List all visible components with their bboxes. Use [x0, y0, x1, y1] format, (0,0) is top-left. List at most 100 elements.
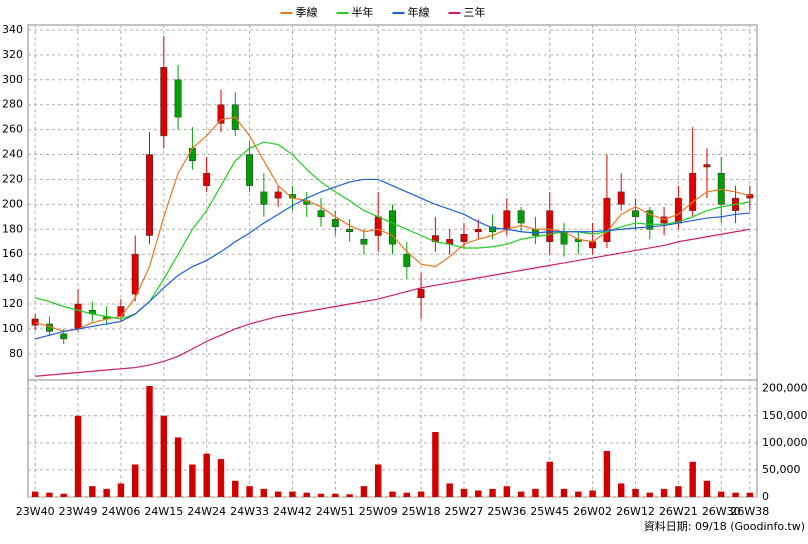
candle-body: [260, 191, 268, 205]
legend: 季線 半年 年線 三年: [280, 5, 486, 19]
y-tick-label: 100: [2, 322, 23, 335]
volume-bar: [475, 490, 482, 497]
volume-bar: [432, 432, 439, 497]
candle-body: [174, 79, 182, 118]
legend-label: 年線: [408, 5, 430, 19]
ma-line: [34, 178, 750, 340]
candle-body: [546, 210, 554, 242]
candle-body: [603, 197, 611, 242]
volume-bar: [74, 415, 82, 497]
x-tick-label: 23W40: [16, 505, 55, 518]
candle-body: [360, 238, 368, 245]
x-tick-label: 24W33: [230, 505, 269, 518]
candle-body: [646, 210, 654, 230]
y-tick-label: 240: [2, 148, 23, 161]
candle-body: [146, 154, 153, 236]
volume-bar: [174, 437, 182, 497]
volume-bar: [689, 461, 696, 497]
x-tick-label: 25W36: [487, 505, 526, 518]
footnote: 資料日期: 09/18 (Goodinfo.tw): [644, 519, 805, 533]
y2-tick-label: 200,000: [762, 382, 808, 395]
legend-label: 季線: [296, 5, 318, 19]
candle-body: [117, 306, 125, 317]
candle-body: [60, 333, 68, 340]
volume-bar: [274, 491, 282, 497]
y-tick-label: 300: [2, 73, 23, 86]
volume-bar: [332, 493, 339, 497]
volume-bar: [217, 459, 225, 497]
volume-bar: [546, 461, 553, 497]
candle-body: [374, 216, 382, 236]
volume-bar: [46, 492, 53, 497]
ma-line: [35, 228, 750, 377]
candle-body: [331, 219, 339, 228]
x-tick-label: 24W06: [101, 505, 140, 518]
candle-body: [188, 148, 196, 162]
candle-body: [74, 303, 82, 330]
ma-line: [34, 116, 751, 333]
y2-tick-label: 50,000: [762, 463, 801, 476]
y2-tick-label: 100,000: [762, 436, 808, 449]
volume-bar: [146, 385, 153, 497]
candle-body: [203, 172, 211, 186]
candle-body: [131, 253, 139, 295]
volume-bar: [103, 488, 110, 497]
y-tick-label: 340: [2, 23, 23, 36]
candle-body: [517, 210, 525, 224]
volume-bar: [89, 486, 96, 497]
candle-body: [674, 197, 682, 224]
volume-bar: [503, 486, 511, 497]
candle-body: [703, 164, 711, 168]
volume-bar: [246, 486, 253, 497]
legend-label: 半年: [352, 5, 374, 19]
x-tick-label: 23W49: [59, 505, 98, 518]
candle-body: [503, 210, 511, 230]
candle-body: [274, 191, 282, 199]
candle-body: [617, 191, 625, 205]
volume-bar: [203, 453, 210, 497]
y-tick-label: 200: [2, 197, 23, 210]
y-tick-label: 120: [2, 297, 23, 310]
volume-bar: [303, 492, 310, 497]
x-tick-label: 25W18: [402, 505, 441, 518]
candle-body: [632, 210, 639, 218]
candle-body: [746, 194, 754, 199]
volume-bar: [646, 492, 654, 497]
volume-bar: [31, 491, 39, 497]
candle-body: [389, 210, 396, 245]
y-tick-label: 260: [2, 123, 23, 136]
volume-bar: [389, 491, 396, 497]
x-tick-label: 24W15: [144, 505, 183, 518]
candle-body: [246, 154, 254, 186]
volume-bar: [60, 493, 67, 497]
volume-bar: [575, 491, 582, 497]
ma-line: [34, 141, 750, 320]
x-tick-label: 26W38: [730, 505, 769, 518]
candle-body: [31, 318, 39, 326]
y2-tick-label: 150,000: [762, 409, 808, 422]
y2-tick-label: 0: [762, 490, 769, 503]
y-tick-label: 160: [2, 247, 23, 260]
x-tick-label: 26W21: [659, 505, 698, 518]
volume-bar: [232, 480, 239, 497]
y-tick-label: 320: [2, 48, 23, 61]
volume-bar: [517, 491, 525, 497]
x-tick-label: 24W24: [187, 505, 226, 518]
volume-bar: [632, 488, 639, 497]
candle-body: [589, 241, 597, 249]
volume-bar: [660, 488, 668, 497]
volume-bar: [703, 480, 711, 497]
x-tick-label: 24W42: [273, 505, 312, 518]
y-tick-label: 280: [2, 98, 23, 111]
volume-bar: [189, 464, 196, 497]
candle-body: [474, 229, 482, 233]
candle-body: [417, 288, 425, 299]
volume-bar: [131, 464, 139, 497]
y-tick-label: 80: [9, 347, 23, 360]
volume-bar: [718, 491, 725, 497]
volume-bar: [460, 488, 468, 497]
volume-bar: [160, 415, 168, 497]
volume-bar: [489, 488, 496, 497]
volume-bar: [360, 486, 368, 497]
